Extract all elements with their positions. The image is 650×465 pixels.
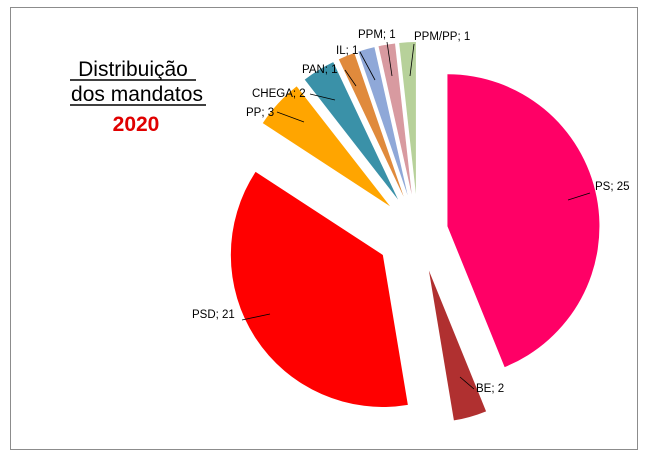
pie-slice-ppm-pp: [399, 42, 416, 195]
leader-line-chega: [309, 93, 336, 101]
leader-line-il: [359, 51, 376, 81]
leader-line-be: [459, 376, 475, 390]
pie-slice-be: [428, 270, 487, 421]
leader-line-pan: [344, 69, 357, 87]
pie-slice-pp: [262, 86, 391, 207]
data-label-pp: PP; 3: [246, 107, 274, 119]
chart-title: Distribuição dos mandatos 2020: [70, 58, 206, 136]
data-label-il: IL; 1: [336, 45, 358, 57]
data-label-ppm-pp: PPM/PP; 1: [414, 31, 470, 43]
data-label-be: BE; 2: [476, 383, 504, 395]
chart-title-line-1: Distribuição: [78, 58, 188, 81]
leader-line-ppm-pp: [409, 43, 415, 77]
leader-line-psd: [241, 313, 271, 321]
chart-subtitle-year: 2020: [113, 113, 160, 136]
label-leader-lines: [241, 41, 591, 390]
chart-title-line-2: dos mandatos: [71, 83, 203, 106]
data-labels: PS; 25 BE; 2 PSD; 21 PP; 3 CHEGA; 2 PAN; 1 IL;…: [192, 29, 630, 395]
leader-line-ps: [567, 192, 591, 201]
pie-slices: [230, 42, 600, 421]
data-label-ps: PS; 25: [595, 181, 630, 193]
pie-slice-psd: [230, 171, 408, 407]
data-label-chega: CHEGA; 2: [252, 88, 306, 100]
leader-line-ppm: [386, 41, 393, 77]
pie-slice-chega: [304, 62, 399, 200]
data-label-ppm: PPM; 1: [358, 29, 396, 41]
pie-slice-pan: [338, 53, 404, 197]
data-label-pan: PAN; 1: [302, 64, 338, 76]
pie-slice-ppm: [378, 43, 412, 195]
pie-slice-ps: [447, 74, 600, 368]
pie-slice-il: [358, 47, 408, 196]
data-label-psd: PSD; 21: [192, 309, 235, 321]
leader-line-pp: [276, 111, 305, 123]
